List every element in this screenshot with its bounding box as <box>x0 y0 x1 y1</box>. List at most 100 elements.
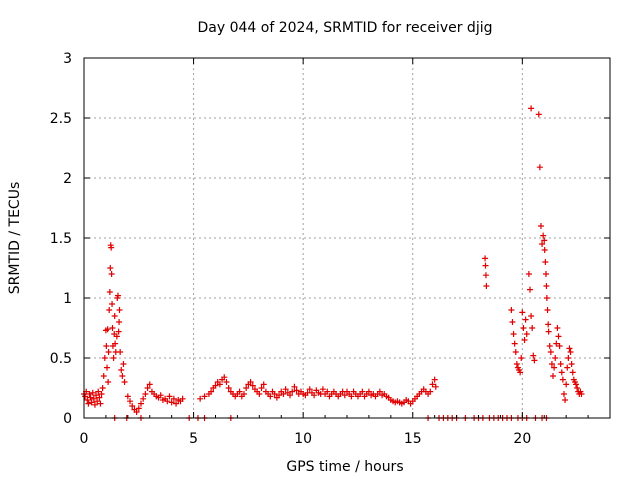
data-point <box>90 395 97 402</box>
data-point <box>282 386 289 393</box>
data-point <box>82 393 89 400</box>
data-point <box>536 164 543 171</box>
data-point <box>201 393 208 400</box>
data-point <box>119 373 126 379</box>
data-point <box>124 393 131 400</box>
data-point <box>545 328 552 335</box>
data-point <box>146 381 153 388</box>
data-point <box>105 379 112 385</box>
data-point <box>88 399 95 406</box>
data-point <box>140 395 147 402</box>
data-point <box>512 349 519 355</box>
y-tick-label: 0 <box>63 411 72 427</box>
data-point <box>164 398 171 405</box>
x-tick-label: 0 <box>80 431 89 447</box>
x-tick-label: 5 <box>189 431 198 447</box>
data-point <box>306 386 313 393</box>
data-point <box>564 364 571 371</box>
data-point <box>247 379 254 385</box>
data-point <box>91 401 98 408</box>
data-point <box>508 307 515 313</box>
data-point <box>531 357 538 364</box>
data-point <box>537 223 544 229</box>
data-point <box>105 349 112 355</box>
data-point <box>541 247 548 253</box>
axis-ticks <box>83 57 611 419</box>
data-point <box>574 385 581 391</box>
data-point <box>554 325 561 331</box>
data-point <box>106 307 113 313</box>
data-point <box>104 364 111 371</box>
data-point <box>120 361 127 367</box>
data-point <box>85 400 92 407</box>
data-point <box>96 394 103 401</box>
data-point <box>563 381 570 388</box>
data-point <box>121 379 128 385</box>
data-point <box>517 369 524 376</box>
data-point <box>106 289 113 295</box>
x-tick-label: 10 <box>294 431 312 447</box>
data-point <box>236 388 243 395</box>
data-point <box>87 394 94 401</box>
data-point <box>280 391 287 397</box>
data-point <box>519 309 526 316</box>
data-point <box>566 345 573 352</box>
data-point <box>483 283 490 289</box>
data-point <box>249 382 256 389</box>
data-point <box>522 316 529 323</box>
data-point <box>550 373 557 379</box>
data-point <box>543 271 550 277</box>
data-point <box>129 403 136 409</box>
data-point <box>541 237 548 244</box>
data-point <box>548 361 555 367</box>
data-point <box>107 265 114 271</box>
data-point <box>243 385 250 391</box>
data-point <box>528 105 535 112</box>
data-point <box>556 343 563 349</box>
data-point <box>429 381 436 388</box>
data-point <box>109 325 116 331</box>
data-point <box>518 355 525 361</box>
data-point <box>530 352 537 359</box>
data-point <box>482 262 489 269</box>
data-point <box>108 271 115 277</box>
data-point <box>573 381 580 388</box>
data-point <box>133 409 140 415</box>
data-point <box>543 295 550 301</box>
data-point <box>127 398 134 405</box>
data-point <box>557 361 564 367</box>
data-point <box>546 343 553 349</box>
data-point <box>115 328 122 335</box>
data-point <box>170 395 177 402</box>
data-point <box>84 397 91 403</box>
data-point <box>521 337 528 343</box>
data-point <box>276 392 283 399</box>
data-point <box>117 349 124 355</box>
x-tick-label: 15 <box>404 431 422 447</box>
data-point <box>216 381 223 388</box>
data-point <box>291 383 298 390</box>
y-axis-label: SRMTID / TECUs <box>7 182 23 295</box>
data-point <box>551 364 558 371</box>
data-point <box>542 259 549 265</box>
y-tick-labels: 0 0.5 1 1.5 2 2.5 3 <box>50 51 72 427</box>
data-point <box>95 388 102 395</box>
data-point <box>113 333 120 340</box>
data-point <box>223 379 230 385</box>
data-point <box>114 292 121 299</box>
data-point <box>93 392 100 399</box>
data-point <box>578 391 585 397</box>
x-tick-labels: 0 5 10 15 20 <box>80 431 532 447</box>
x-axis-label: GPS time / hours <box>286 459 403 475</box>
data-point <box>89 389 96 396</box>
data-point <box>100 373 107 379</box>
data-point <box>103 343 110 349</box>
data-point <box>427 388 434 395</box>
data-point <box>555 333 562 340</box>
data-point <box>258 385 265 391</box>
data-point <box>108 244 115 251</box>
data-point <box>525 271 532 277</box>
data-point <box>168 399 175 406</box>
data-point <box>208 388 215 395</box>
data-point <box>221 374 228 381</box>
